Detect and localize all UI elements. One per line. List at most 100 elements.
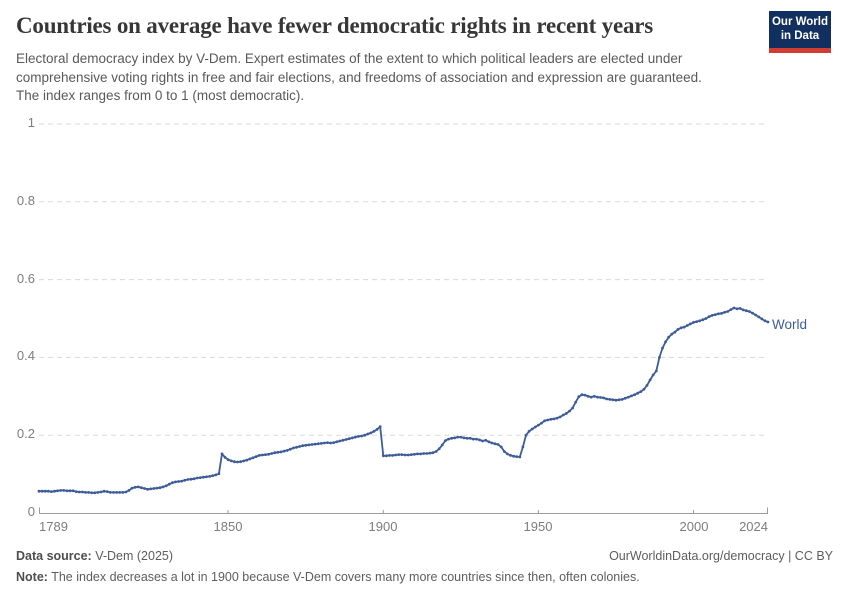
data-point (56, 489, 59, 493)
data-point (338, 439, 342, 443)
data-point (229, 459, 233, 463)
data-point (682, 325, 686, 329)
series-markers-world (37, 306, 770, 495)
data-point (211, 474, 215, 478)
data-point (679, 326, 683, 330)
data-point (549, 417, 553, 421)
data-point (599, 396, 602, 399)
data-point (592, 394, 596, 398)
data-point (744, 309, 748, 313)
owid-logo-box: Our World in Data (769, 11, 831, 48)
data-point (735, 307, 739, 311)
data-point (673, 330, 677, 334)
x-tick-label-1950: 1950 (523, 519, 553, 534)
data-point (413, 452, 416, 456)
y-tick-label-0-4: 0.4 (16, 348, 35, 363)
data-point (146, 487, 150, 491)
data-point (369, 431, 373, 435)
x-tick-label-2024: 2024 (739, 519, 768, 534)
data-point (341, 438, 345, 442)
data-point (140, 486, 143, 490)
data-point (754, 313, 757, 317)
data-point (741, 308, 745, 312)
data-point (543, 419, 546, 423)
note-row: Note: The index decreases a lot in 1900 … (16, 570, 640, 584)
data-point (155, 486, 159, 490)
data-point (583, 393, 587, 397)
data-point (751, 311, 754, 315)
data-point (654, 369, 658, 373)
data-point (676, 328, 680, 331)
data-point (496, 443, 500, 446)
x-tick-label-1850: 1850 (213, 519, 243, 534)
data-point (509, 454, 512, 457)
data-point (347, 437, 351, 441)
data-point (261, 453, 264, 457)
data-point (99, 490, 103, 494)
data-point (471, 437, 475, 441)
data-point (658, 356, 661, 359)
data-point (375, 428, 379, 431)
data-point (530, 427, 534, 431)
data-point (571, 406, 574, 410)
data-point (630, 394, 633, 398)
data-point (704, 317, 708, 320)
data-point (717, 312, 720, 316)
data-point (118, 491, 122, 494)
data-point (760, 317, 764, 321)
data-point (605, 397, 609, 401)
data-source-value: V-Dem (2025) (91, 549, 174, 563)
data-point (499, 445, 503, 449)
data-point (381, 454, 385, 458)
data-point (651, 373, 655, 377)
data-point (406, 453, 410, 457)
data-point (689, 322, 692, 326)
y-tick-label-1: 1 (27, 115, 35, 130)
gridlines (39, 123, 768, 436)
data-point (627, 395, 630, 399)
data-point (161, 485, 165, 489)
data-point (555, 416, 559, 420)
data-point (419, 452, 422, 456)
data-point (71, 489, 75, 493)
data-point (288, 447, 292, 451)
data-point (444, 439, 447, 442)
data-point (707, 315, 711, 318)
data-point (329, 441, 332, 445)
data-source-label: Data source: (16, 549, 92, 563)
data-point (462, 436, 466, 440)
data-point (96, 491, 100, 494)
data-point (202, 475, 205, 479)
data-point (102, 489, 106, 493)
data-point (46, 489, 50, 493)
data-point (245, 458, 249, 462)
data-point (220, 452, 224, 456)
data-point (192, 477, 196, 481)
data-point (502, 450, 506, 453)
data-point (434, 450, 438, 453)
series-label-world: World (772, 317, 808, 332)
owid-url-license-link[interactable]: OurWorldinData.org/democracy | CC BY (609, 549, 833, 563)
data-point (112, 491, 115, 494)
data-point (440, 443, 444, 447)
data-point (636, 391, 640, 395)
data-point (521, 445, 525, 449)
data-source-row: Data source: V-Dem (2025) (16, 549, 173, 563)
data-point (670, 332, 674, 336)
data-point (518, 455, 522, 459)
owid-logo[interactable]: Our World in Data (769, 11, 831, 53)
data-point (664, 340, 667, 344)
data-point (589, 395, 593, 399)
data-point (515, 455, 519, 458)
data-point (484, 438, 488, 442)
data-point (335, 440, 339, 444)
data-point (332, 441, 336, 444)
data-point (285, 449, 289, 452)
data-point (633, 393, 636, 397)
logo-red-stripe (769, 48, 831, 53)
data-point (416, 452, 419, 456)
data-point (189, 477, 193, 481)
data-point (105, 490, 109, 493)
data-point (428, 451, 432, 455)
data-point (50, 490, 53, 493)
